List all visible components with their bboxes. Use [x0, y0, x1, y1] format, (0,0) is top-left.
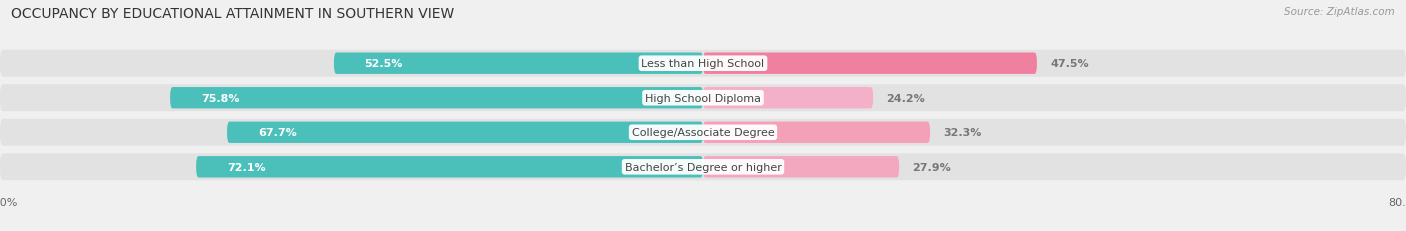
Text: Source: ZipAtlas.com: Source: ZipAtlas.com	[1284, 7, 1395, 17]
FancyBboxPatch shape	[170, 88, 703, 109]
Text: 72.1%: 72.1%	[226, 162, 266, 172]
FancyBboxPatch shape	[335, 53, 703, 75]
FancyBboxPatch shape	[703, 122, 931, 143]
FancyBboxPatch shape	[703, 53, 1038, 75]
FancyBboxPatch shape	[197, 156, 703, 178]
Text: 67.7%: 67.7%	[257, 128, 297, 138]
FancyBboxPatch shape	[703, 88, 873, 109]
FancyBboxPatch shape	[0, 51, 1406, 77]
Text: 75.8%: 75.8%	[201, 93, 239, 103]
Text: Less than High School: Less than High School	[641, 59, 765, 69]
Text: Bachelor’s Degree or higher: Bachelor’s Degree or higher	[624, 162, 782, 172]
Text: 24.2%: 24.2%	[886, 93, 925, 103]
Text: High School Diploma: High School Diploma	[645, 93, 761, 103]
FancyBboxPatch shape	[226, 122, 703, 143]
Text: 47.5%: 47.5%	[1050, 59, 1088, 69]
Text: College/Associate Degree: College/Associate Degree	[631, 128, 775, 138]
FancyBboxPatch shape	[703, 156, 900, 178]
Text: 52.5%: 52.5%	[364, 59, 404, 69]
FancyBboxPatch shape	[0, 154, 1406, 180]
Text: 27.9%: 27.9%	[912, 162, 950, 172]
Text: OCCUPANCY BY EDUCATIONAL ATTAINMENT IN SOUTHERN VIEW: OCCUPANCY BY EDUCATIONAL ATTAINMENT IN S…	[11, 7, 454, 21]
FancyBboxPatch shape	[0, 85, 1406, 112]
FancyBboxPatch shape	[0, 119, 1406, 146]
Text: 32.3%: 32.3%	[943, 128, 981, 138]
